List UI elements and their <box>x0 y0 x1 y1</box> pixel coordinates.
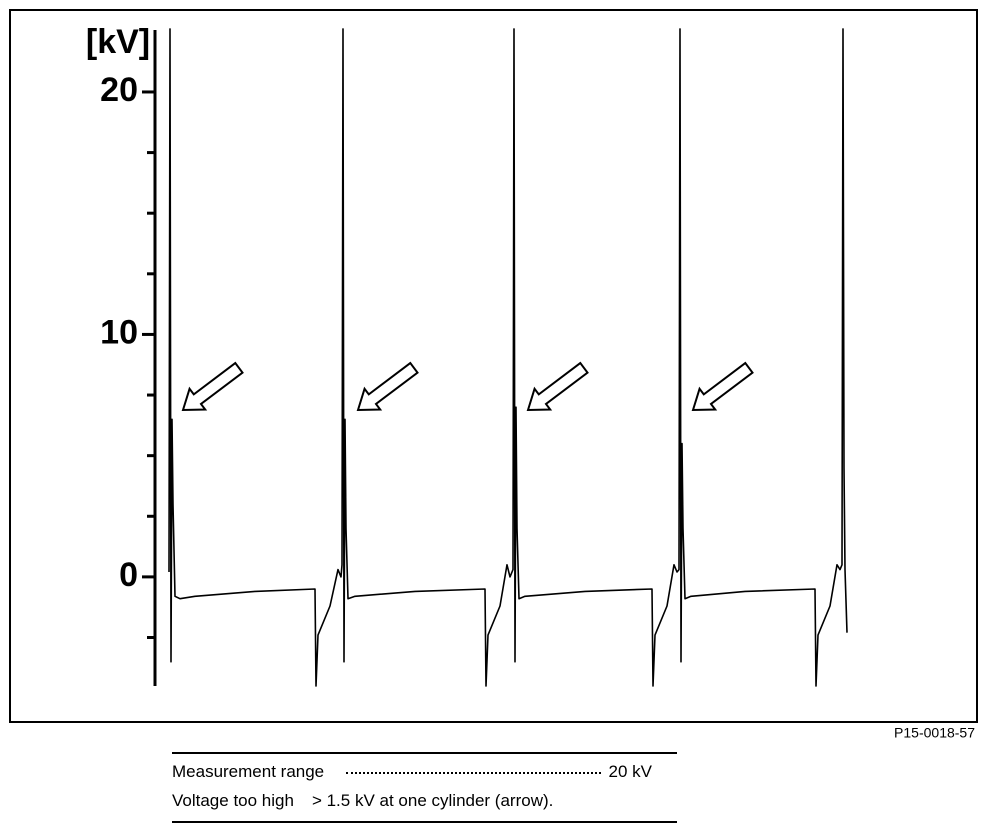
trace <box>168 28 848 687</box>
arrow <box>691 361 754 412</box>
caption-label: Measurement range <box>172 762 325 781</box>
caption-value: 20 kV <box>608 762 652 781</box>
y-tick-label: 0 <box>119 556 138 594</box>
arrow <box>181 361 244 412</box>
arrow <box>526 361 589 412</box>
frame <box>9 9 978 723</box>
arrow <box>356 361 419 412</box>
y-axis-label: [kV] <box>86 23 150 61</box>
caption-label: Voltage too high <box>172 791 294 810</box>
caption-value: > 1.5 kV at one cylinder (arrow). <box>311 791 554 810</box>
caption-row: Measurement range 20 kV <box>172 762 677 782</box>
caption-row: Voltage too high > 1.5 kV at one cylinder… <box>172 791 677 811</box>
rule <box>172 752 677 754</box>
caption: Measurement range 20 kV Voltage too high >… <box>172 752 677 823</box>
chart: [kV] P15-0018-57 0 10 20 <box>9 9 978 741</box>
y-tick-label: 10 <box>100 313 138 351</box>
figure-code: P15-0018-57 <box>894 725 975 741</box>
rule <box>172 821 677 823</box>
arrows <box>181 361 754 412</box>
leader <box>346 762 601 774</box>
y-tick-label: 20 <box>100 71 138 109</box>
